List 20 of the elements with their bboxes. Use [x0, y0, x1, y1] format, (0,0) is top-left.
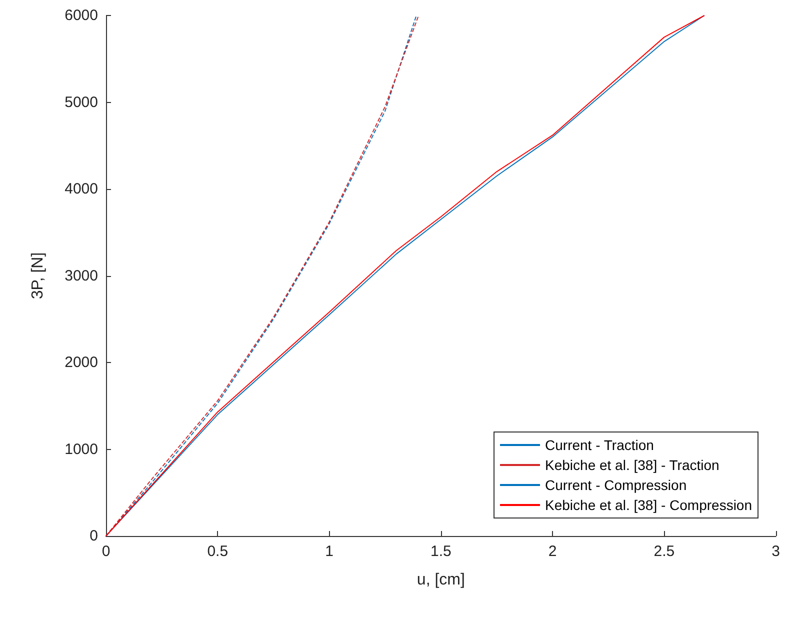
x-tick-label: 3 — [772, 543, 780, 560]
x-tick-label: 2.5 — [654, 543, 675, 560]
legend-label: Current - Compression — [545, 477, 687, 493]
x-tick-label: 2 — [548, 543, 557, 560]
x-tick-label: 1.5 — [430, 543, 452, 560]
x-tick-label: 0.5 — [207, 543, 228, 560]
y-tick-label: 3000 — [64, 267, 98, 284]
x-tick-label: 0 — [102, 543, 110, 560]
y-axis-title: 3P, [N] — [30, 252, 46, 300]
legend-label: Kebiche et al. [38] - Compression — [545, 497, 752, 513]
y-tick-label: 6000 — [64, 7, 98, 24]
y-tick-label: 4000 — [64, 180, 98, 198]
y-tick-label: 0 — [90, 528, 98, 544]
y-tick-label: 5000 — [64, 94, 98, 111]
legend-label: Kebiche et al. [38] - Traction — [545, 457, 720, 473]
y-tick-label: 2000 — [64, 354, 98, 371]
legend-label: Current - Traction — [545, 437, 654, 453]
y-tick-label: 1000 — [64, 440, 98, 458]
x-tick-label: 1 — [325, 543, 334, 560]
x-axis-title: u, [cm] — [416, 572, 465, 588]
